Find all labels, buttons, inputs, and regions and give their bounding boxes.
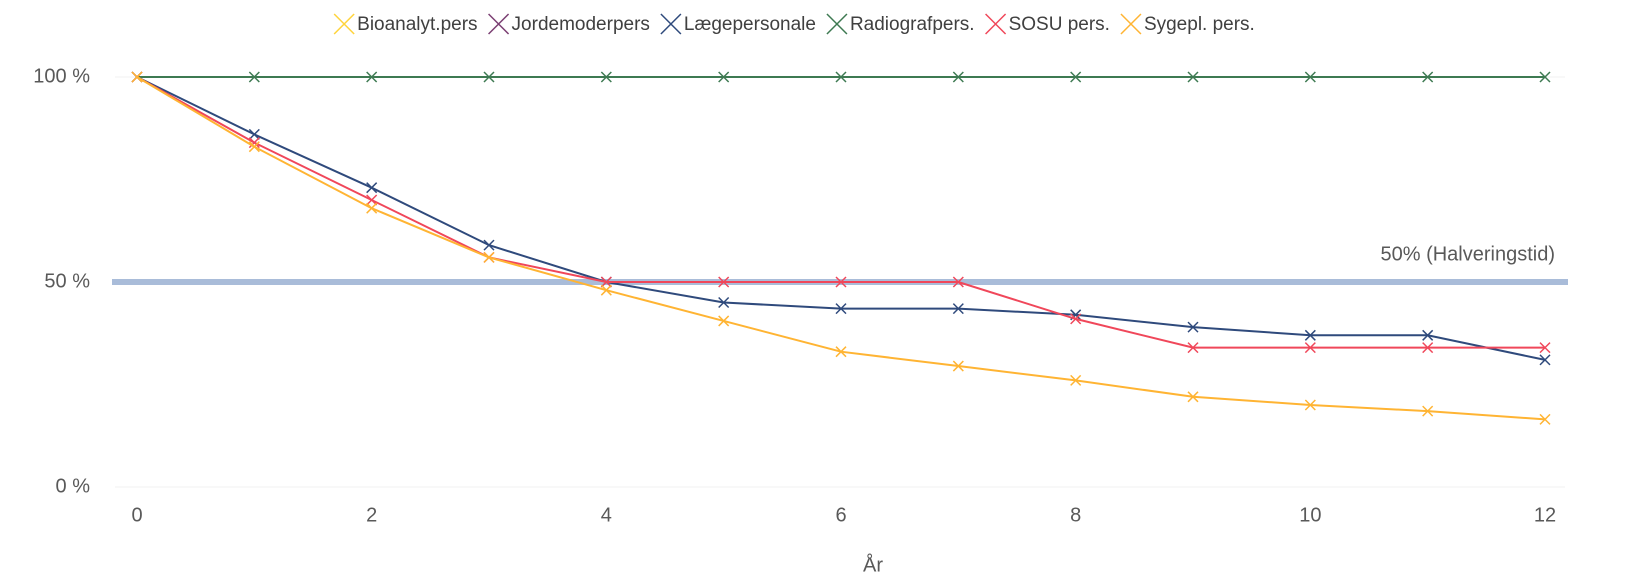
point-marker [366, 71, 378, 83]
point-marker [366, 194, 378, 206]
series-line [136, 76, 1545, 349]
legend-label: Jordemoderpers [512, 14, 650, 35]
x-tick-label: 6 [835, 504, 846, 526]
point-marker [366, 182, 378, 194]
legend-label: Bioanalyt.pers [357, 14, 477, 35]
point-marker [483, 239, 495, 251]
legend-item: Bioanalyt.pers [333, 13, 478, 35]
point-marker [1304, 399, 1316, 411]
legend-item: Jordemoderpers [488, 13, 650, 35]
x-tick-label: 2 [366, 504, 377, 526]
point-marker [835, 346, 847, 358]
point-marker [1070, 313, 1082, 325]
legend-marker [826, 13, 848, 35]
point-marker [1070, 71, 1082, 83]
legend-item: SOSU pers. [985, 13, 1110, 35]
x-axis-label: År [863, 553, 883, 576]
point-marker [1187, 71, 1199, 83]
point-marker [131, 71, 143, 83]
point-marker [1187, 342, 1199, 354]
legend-marker [660, 13, 682, 35]
point-marker [1304, 71, 1316, 83]
point-marker [366, 202, 378, 214]
point-marker [600, 71, 612, 83]
point-marker [952, 360, 964, 372]
point-marker [1422, 405, 1434, 417]
series-line [136, 76, 1546, 361]
legend-label: Radiografpers. [850, 14, 975, 35]
legend-marker [333, 13, 355, 35]
point-marker [1422, 329, 1434, 341]
point-marker [835, 276, 847, 288]
y-tick-label: 100 % [33, 65, 90, 87]
point-marker [1539, 413, 1551, 425]
point-marker [952, 276, 964, 288]
point-marker [835, 303, 847, 315]
point-marker [718, 296, 730, 309]
point-marker [718, 276, 730, 288]
point-marker [952, 303, 964, 315]
reference-label: 50% (Halveringstid) [1380, 243, 1555, 265]
point-marker [1304, 329, 1316, 341]
point-marker [1539, 342, 1551, 354]
point-marker [1422, 71, 1434, 83]
legend-marker [488, 13, 510, 35]
point-marker [1187, 391, 1199, 403]
point-marker [952, 71, 964, 83]
point-marker [600, 284, 612, 296]
point-marker [483, 251, 495, 263]
point-marker [600, 276, 612, 288]
x-tick-label: 0 [131, 504, 142, 526]
legend: Bioanalyt.pers Jordemoderpers Lægepersonal… [333, 13, 1255, 35]
point-marker [1304, 342, 1316, 354]
legend-marker [1120, 13, 1142, 35]
legend-item: Radiografpers. [826, 13, 975, 35]
point-marker [718, 71, 730, 83]
x-tick-label: 4 [601, 504, 612, 526]
point-marker [248, 137, 260, 149]
point-marker [1539, 354, 1551, 366]
point-marker [835, 71, 847, 83]
point-marker [1539, 71, 1551, 83]
point-marker [718, 315, 730, 327]
legend-item: Lægepersonale [660, 13, 816, 35]
legend-label: Sygepl. pers. [1144, 14, 1255, 35]
point-marker [1187, 321, 1199, 333]
legend-label: SOSU pers. [1009, 14, 1110, 35]
point-marker [1070, 374, 1082, 386]
point-marker [248, 128, 260, 140]
point-marker [248, 141, 260, 153]
point-marker [483, 71, 495, 83]
legend-label: Lægepersonale [684, 14, 816, 35]
x-tick-label: 8 [1070, 504, 1081, 526]
point-marker [1422, 342, 1434, 354]
x-tick-label: 12 [1534, 504, 1556, 526]
series-line [136, 76, 1546, 421]
x-tick-label: 10 [1299, 504, 1321, 526]
legend-item: Sygepl. pers. [1120, 13, 1255, 35]
point-marker [248, 71, 260, 83]
y-tick-label: 0 % [56, 475, 91, 497]
y-tick-label: 50 % [44, 270, 90, 292]
legend-marker [985, 13, 1007, 35]
